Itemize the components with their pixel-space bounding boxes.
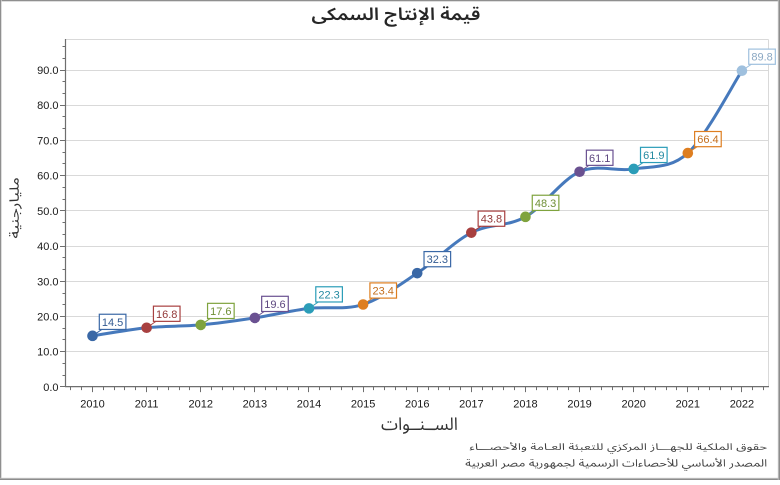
svg-text:2015: 2015 bbox=[351, 399, 375, 411]
svg-text:2016: 2016 bbox=[405, 399, 429, 411]
svg-text:17.6: 17.6 bbox=[210, 306, 231, 318]
svg-text:89.8: 89.8 bbox=[751, 52, 772, 64]
svg-text:23.4: 23.4 bbox=[372, 286, 393, 298]
svg-text:10.0: 10.0 bbox=[37, 347, 58, 359]
svg-text:2021: 2021 bbox=[676, 399, 700, 411]
svg-text:30.0: 30.0 bbox=[37, 276, 58, 288]
svg-text:40.0: 40.0 bbox=[37, 241, 58, 253]
svg-text:61.1: 61.1 bbox=[589, 153, 610, 165]
svg-text:2022: 2022 bbox=[730, 399, 754, 411]
svg-text:66.4: 66.4 bbox=[697, 134, 718, 146]
svg-text:90.0: 90.0 bbox=[37, 65, 58, 77]
svg-text:2011: 2011 bbox=[135, 399, 159, 411]
svg-text:61.9: 61.9 bbox=[643, 150, 664, 162]
svg-text:19.6: 19.6 bbox=[264, 299, 285, 311]
svg-text:2018: 2018 bbox=[513, 399, 537, 411]
svg-text:16.8: 16.8 bbox=[156, 309, 177, 321]
svg-text:14.5: 14.5 bbox=[102, 317, 123, 329]
svg-text:2019: 2019 bbox=[567, 399, 591, 411]
svg-text:20.0: 20.0 bbox=[37, 311, 58, 323]
svg-text:48.3: 48.3 bbox=[535, 198, 556, 210]
svg-text:70.0: 70.0 bbox=[37, 135, 58, 147]
svg-text:80.0: 80.0 bbox=[37, 100, 58, 112]
svg-text:43.8: 43.8 bbox=[481, 214, 502, 226]
svg-text:2020: 2020 bbox=[621, 399, 645, 411]
svg-text:2012: 2012 bbox=[189, 399, 213, 411]
svg-text:2014: 2014 bbox=[297, 399, 321, 411]
svg-text:2013: 2013 bbox=[243, 399, 267, 411]
svg-text:22.3: 22.3 bbox=[318, 289, 339, 301]
svg-text:0.0: 0.0 bbox=[43, 382, 58, 394]
svg-text:50.0: 50.0 bbox=[37, 206, 58, 218]
svg-text:2017: 2017 bbox=[459, 399, 483, 411]
svg-text:2010: 2010 bbox=[80, 399, 104, 411]
svg-text:32.3: 32.3 bbox=[427, 254, 448, 266]
svg-text:60.0: 60.0 bbox=[37, 171, 58, 183]
